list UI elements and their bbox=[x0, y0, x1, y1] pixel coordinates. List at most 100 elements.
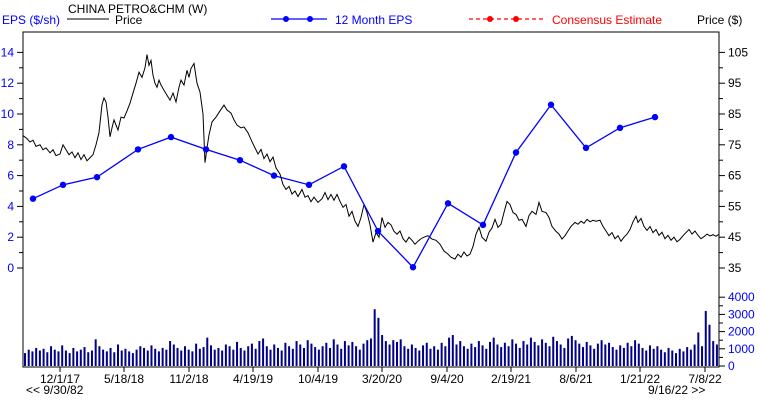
date-axis-tick-label: 8/6/21 bbox=[559, 372, 593, 386]
volume-bar bbox=[399, 339, 402, 366]
volume-bar bbox=[377, 317, 380, 366]
volume-bar bbox=[210, 345, 212, 366]
volume-bar bbox=[61, 345, 64, 366]
volume-bar bbox=[105, 351, 108, 366]
volume-axis-tick-label: 1000 bbox=[728, 342, 755, 356]
price-axis-tick-label: 45 bbox=[728, 230, 742, 244]
volume-bar bbox=[578, 343, 581, 366]
volume-bar bbox=[544, 342, 547, 366]
volume-bar bbox=[169, 341, 172, 366]
volume-bar bbox=[336, 344, 339, 366]
volume-bar bbox=[303, 347, 305, 366]
volume-bar bbox=[500, 347, 503, 366]
scroll-forward-label[interactable]: 9/16/22 >> bbox=[648, 383, 706, 397]
12-month-eps-marker bbox=[29, 195, 37, 202]
volume-bar bbox=[217, 347, 220, 366]
volume-bar bbox=[79, 349, 82, 366]
volume-bar bbox=[221, 350, 224, 366]
volume-bar bbox=[265, 346, 268, 366]
volume-bar bbox=[98, 346, 101, 366]
volume-bar bbox=[522, 341, 525, 366]
volume-bar bbox=[459, 341, 462, 366]
eps-axis-tick-label: 12 bbox=[1, 76, 15, 90]
volume-bar bbox=[693, 344, 696, 366]
volume-bar bbox=[76, 351, 79, 366]
volume-bar bbox=[626, 342, 629, 366]
volume-bar bbox=[250, 343, 253, 366]
volume-bar bbox=[187, 349, 190, 366]
legend-price-label: Price bbox=[115, 13, 143, 27]
volume-bar bbox=[697, 332, 700, 366]
volume-bar bbox=[634, 340, 637, 366]
volume-bar bbox=[384, 341, 387, 366]
volume-bar bbox=[72, 347, 75, 366]
12-month-eps-marker bbox=[374, 227, 382, 235]
volume-bar bbox=[358, 349, 361, 366]
volume-bar bbox=[64, 350, 67, 366]
volume-bar bbox=[425, 342, 428, 366]
volume-bar bbox=[552, 336, 555, 366]
scroll-back-label[interactable]: << 9/30/82 bbox=[26, 383, 84, 397]
volume-bar bbox=[448, 337, 451, 366]
volume-bar bbox=[574, 340, 577, 366]
volume-bar bbox=[355, 346, 358, 366]
volume-bar bbox=[202, 347, 205, 366]
12-month-eps-marker bbox=[93, 173, 101, 181]
volume-bar bbox=[109, 347, 112, 366]
volume-bar bbox=[172, 344, 175, 366]
volume-bar bbox=[239, 347, 242, 366]
volume-bar bbox=[236, 341, 239, 366]
12-month-eps-marker bbox=[444, 200, 452, 207]
volume-bar bbox=[87, 352, 90, 366]
volume-bar bbox=[689, 349, 692, 366]
volume-bar bbox=[481, 345, 484, 366]
volume-bar bbox=[165, 349, 168, 366]
volume-bar bbox=[183, 346, 186, 366]
volume-bar bbox=[608, 342, 611, 366]
volume-bar bbox=[131, 353, 134, 366]
price-axis-tick-label: 105 bbox=[728, 45, 748, 59]
volume-bar bbox=[485, 348, 488, 366]
volume-bar bbox=[369, 338, 372, 366]
volume-bar bbox=[306, 340, 309, 366]
volume-bar bbox=[228, 346, 231, 366]
volume-bar bbox=[567, 338, 570, 366]
date-axis-tick-label: 3/20/20 bbox=[362, 372, 402, 386]
volume-bar bbox=[284, 342, 287, 366]
volume-bar bbox=[31, 351, 34, 366]
date-axis-tick-label: 4/19/19 bbox=[233, 372, 273, 386]
date-axis-tick-label: 9/4/20 bbox=[430, 372, 464, 386]
legend-eps-label: 12 Month EPS bbox=[335, 13, 413, 27]
volume-bar bbox=[440, 342, 443, 366]
volume-bar bbox=[206, 337, 209, 366]
volume-bar bbox=[68, 353, 71, 366]
volume-axis-tick-label: 3000 bbox=[728, 307, 755, 321]
volume-bar bbox=[455, 344, 458, 366]
volume-bar bbox=[582, 347, 584, 366]
volume-bar bbox=[351, 341, 354, 366]
12-month-eps-marker bbox=[479, 221, 487, 229]
volume-bar bbox=[637, 343, 640, 366]
volume-bar bbox=[340, 348, 343, 366]
volume-bar bbox=[585, 341, 588, 366]
volume-bar bbox=[321, 346, 324, 366]
volume-bar bbox=[314, 347, 317, 366]
volume-bar bbox=[224, 344, 227, 366]
volume-bar bbox=[529, 337, 532, 366]
volume-bar bbox=[299, 344, 302, 366]
12-month-eps-marker bbox=[59, 181, 67, 189]
volume-bar bbox=[429, 348, 432, 366]
volume-bar bbox=[462, 346, 465, 366]
12-month-eps-marker bbox=[134, 146, 142, 153]
consensus-legend-line-icon bbox=[469, 16, 545, 22]
volume-bar bbox=[243, 350, 246, 366]
volume-bar bbox=[42, 348, 45, 366]
volume-bar bbox=[27, 349, 30, 366]
volume-bar bbox=[489, 341, 491, 366]
plot-border bbox=[22, 31, 720, 368]
volume-bar bbox=[347, 345, 350, 366]
volume-bar bbox=[150, 345, 153, 366]
12-month-eps-line bbox=[32, 103, 656, 269]
date-axis-tick-label: 11/2/18 bbox=[169, 372, 208, 386]
